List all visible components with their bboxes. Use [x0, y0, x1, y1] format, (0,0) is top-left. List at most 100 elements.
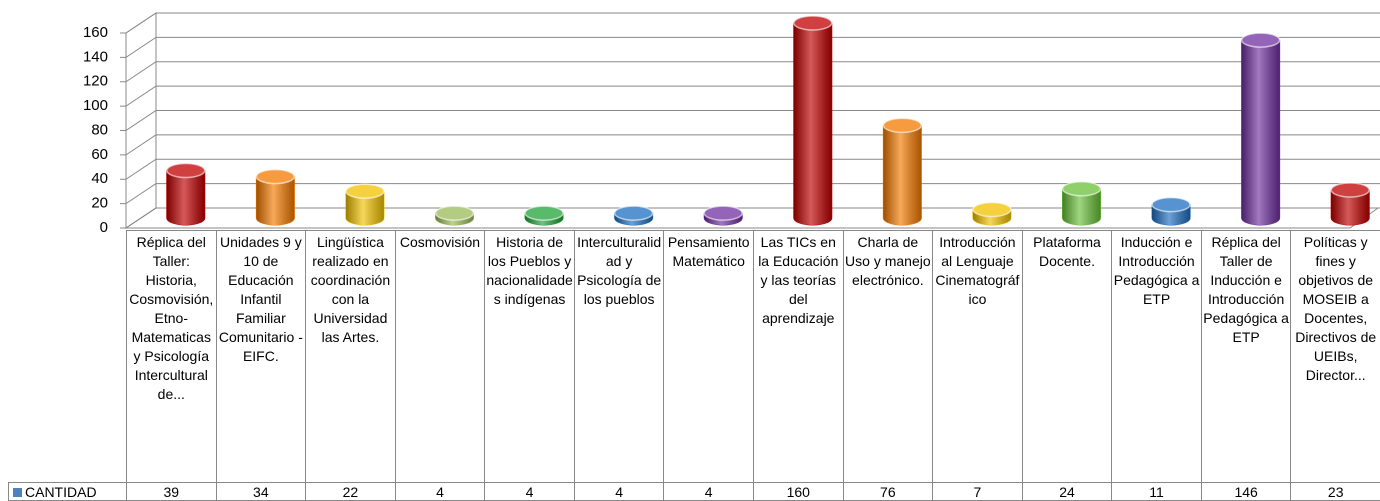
cylinder-shine — [1241, 40, 1280, 226]
grid-line — [125, 85, 1380, 107]
grid-line — [125, 61, 1380, 83]
y-tick-label: 0 — [100, 219, 108, 236]
data-table-value: 24 — [1021, 482, 1113, 501]
category-label: Charla de Uso y manejo electrónico. — [842, 230, 934, 483]
bar — [882, 117, 923, 226]
grid-line — [125, 12, 1380, 34]
bar — [793, 15, 833, 226]
cylinder-top-shade — [1062, 181, 1101, 196]
cylinder-top — [434, 205, 475, 221]
category-label: Políticas y fines y objetivos de MOSEIB … — [1290, 230, 1380, 483]
category-label: Unidades 9 y 10 de Educación Infantil Fa… — [215, 230, 307, 483]
cylinder-top-shade — [972, 202, 1011, 217]
category-label: Plataforma Docente. — [1021, 230, 1113, 483]
bar — [255, 168, 296, 226]
bar — [1330, 182, 1370, 226]
category-label: Cosmovisión — [394, 230, 486, 483]
y-tick-label: 20 — [91, 195, 108, 212]
cylinder-top-shade — [883, 118, 922, 133]
y-tick-label: 160 — [83, 24, 108, 41]
grid-line — [125, 36, 1380, 58]
cylinder-top-shade — [614, 206, 653, 221]
grid-line — [125, 158, 1380, 180]
cylinder-shine — [1331, 189, 1370, 226]
y-tick-label: 80 — [91, 121, 108, 138]
cylinder-top — [793, 15, 833, 31]
data-table-value: 4 — [484, 482, 575, 501]
cylinder-top-shade — [435, 206, 474, 221]
y-tick-label: 60 — [91, 146, 108, 163]
bar — [345, 183, 385, 226]
data-table-value: 4 — [663, 482, 754, 501]
y-tick-label: 120 — [83, 73, 108, 90]
cylinder-top — [703, 205, 743, 221]
cylinder-top-shade — [166, 163, 205, 178]
bar — [1240, 32, 1281, 226]
data-table-value: 11 — [1111, 482, 1202, 501]
cylinder-top — [882, 117, 923, 134]
bar — [703, 205, 743, 226]
cylinder-top — [1240, 32, 1281, 48]
cylinder-shine — [1062, 188, 1101, 226]
bar — [613, 205, 654, 226]
cylinder-top-shade — [1331, 182, 1370, 197]
cylinder-top-shade — [793, 16, 832, 30]
cylinder-shine — [166, 170, 205, 226]
data-table-value: 76 — [842, 482, 934, 501]
data-table-value: 4 — [573, 482, 665, 501]
bar — [434, 205, 475, 226]
data-table-value: 23 — [1290, 482, 1380, 501]
cylinder-shine — [793, 23, 832, 226]
data-table-value: 146 — [1200, 482, 1292, 501]
cylinder-shine — [256, 176, 295, 226]
cylinder-top — [1151, 196, 1191, 213]
category-label: Las TICs en la Educación y las teorías d… — [753, 230, 844, 483]
cylinder-top — [524, 205, 564, 221]
cylinder-top-shade — [525, 206, 564, 221]
cylinder-top-shade — [704, 206, 743, 221]
category-label: Interculturalidad y Psicología de los pu… — [573, 230, 665, 483]
category-label: Réplica del Taller: Historia, Cosmovisió… — [126, 230, 217, 483]
category-label: Inducción e Introducción Pedagógica a ET… — [1111, 230, 1202, 483]
legend-cell: CANTIDAD — [8, 482, 127, 501]
category-label: Introducción al Lenguaje Cinematográfico — [932, 230, 1023, 483]
cylinder-top-shade — [1241, 33, 1280, 48]
cylinder-top-shade — [345, 184, 384, 199]
data-table-value: 34 — [215, 482, 307, 501]
bar — [972, 201, 1012, 226]
data-table-value: 160 — [753, 482, 844, 501]
bar — [524, 205, 564, 226]
y-tick-label: 100 — [83, 97, 108, 114]
data-table-value: 4 — [394, 482, 486, 501]
cylinder-top — [345, 183, 385, 199]
legend-label: CANTIDAD — [25, 484, 97, 500]
bar — [1151, 196, 1191, 226]
cylinder-top — [1061, 181, 1102, 197]
category-label: Historia de los Pueblos y nacionalidades… — [484, 230, 575, 483]
category-label: Lingüística realizado en coordinación co… — [305, 230, 396, 483]
bar — [1061, 181, 1102, 226]
data-table-value: 39 — [126, 482, 217, 501]
cylinder-top-shade — [256, 169, 295, 184]
cylinder-top — [255, 168, 296, 185]
data-table-value: 22 — [305, 482, 396, 501]
grid-line — [125, 183, 1380, 205]
cylinder-top-shade — [1152, 197, 1191, 212]
y-tick-label: 140 — [83, 48, 108, 65]
cylinder-top — [972, 201, 1012, 218]
grid-line — [125, 110, 1380, 131]
y-tick-label: 40 — [91, 170, 108, 187]
data-table-value: 7 — [932, 482, 1023, 501]
cylinder-top — [1330, 182, 1370, 198]
grid-line — [125, 207, 1380, 229]
grid-line — [125, 134, 1380, 156]
bar — [166, 162, 206, 226]
cylinder-top — [166, 162, 206, 179]
cylinder-shine — [345, 191, 384, 226]
legend-key — [13, 488, 22, 497]
cylinder-top — [613, 205, 654, 221]
category-label: Réplica del Taller de Inducción e Introd… — [1200, 230, 1292, 483]
category-label: Pensamiento Matemático — [663, 230, 754, 483]
